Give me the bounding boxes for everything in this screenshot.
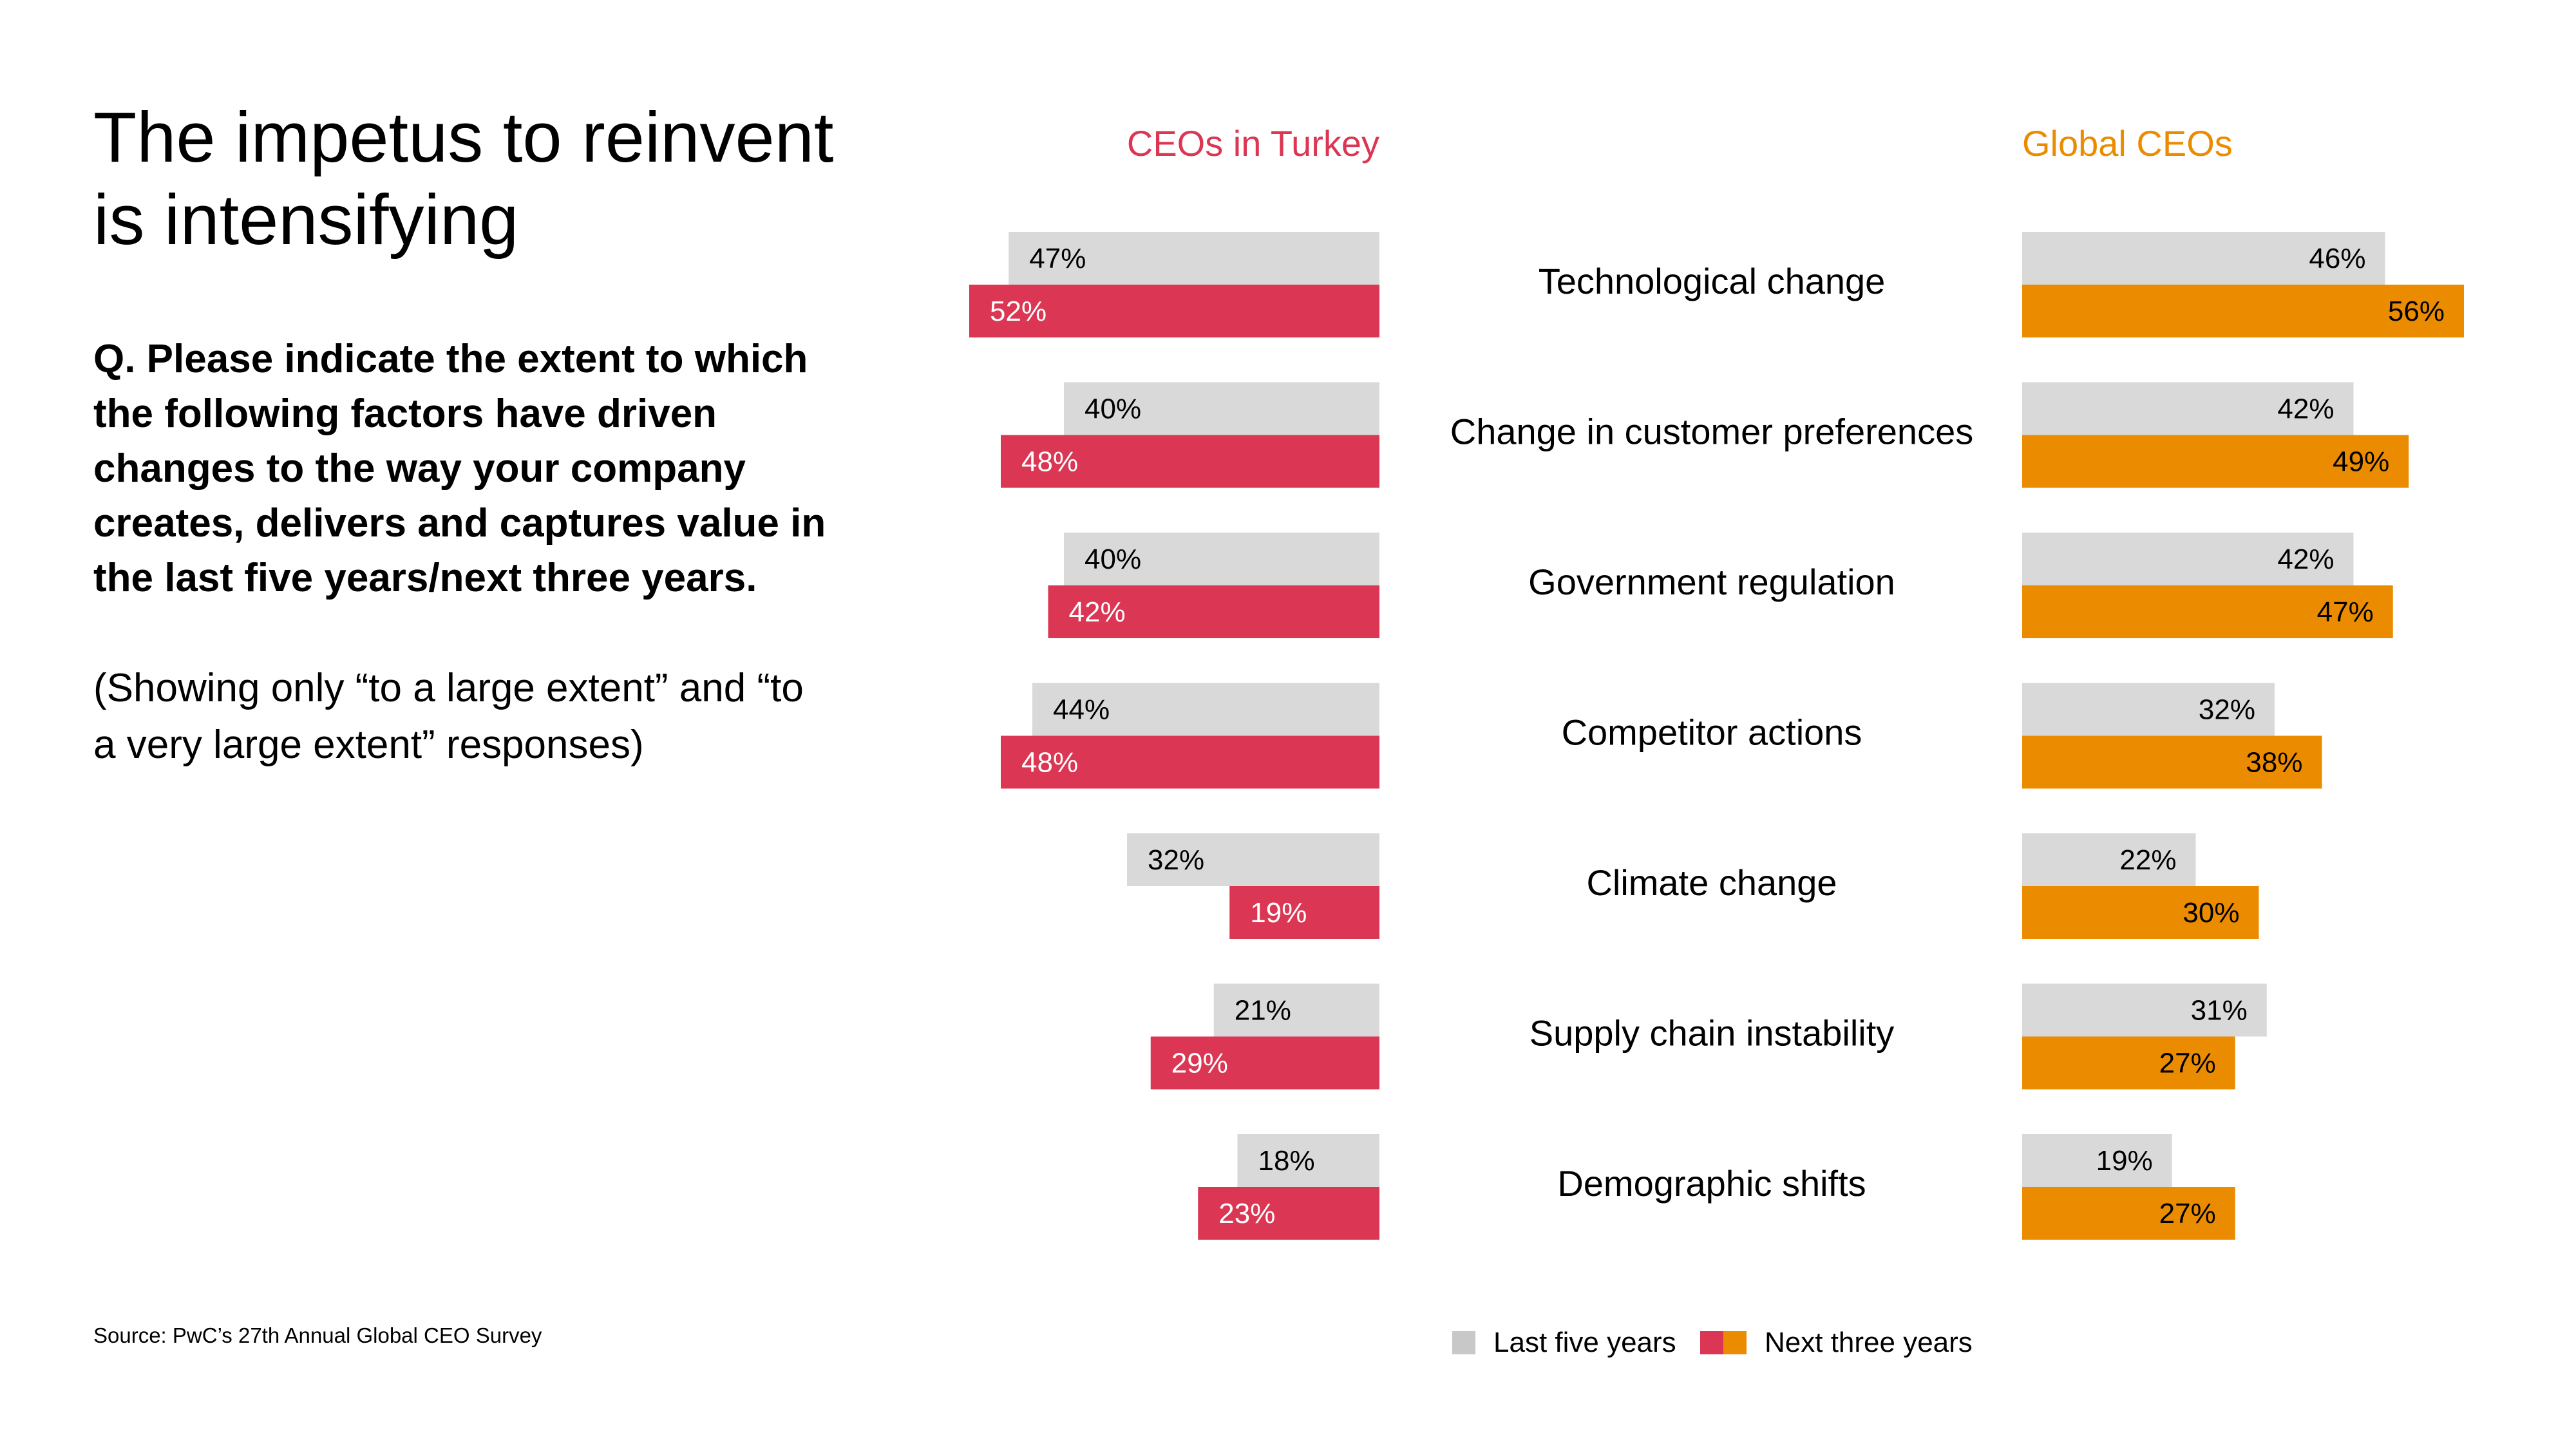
bar-global-next — [2022, 585, 2393, 638]
data-label-global-next: 27% — [2159, 1048, 2216, 1079]
data-label-global-next: 56% — [2388, 296, 2445, 327]
data-label-global-last: 32% — [2199, 694, 2255, 726]
category-label: Demographic shifts — [1557, 1163, 1866, 1204]
bar-turkey-next — [1198, 1187, 1379, 1240]
data-label-turkey-next: 48% — [1021, 446, 1078, 478]
bar-turkey-next — [1229, 886, 1379, 939]
panel-title-global: Global CEOs — [2022, 123, 2233, 164]
data-label-global-next: 27% — [2159, 1198, 2216, 1229]
data-label-turkey-last: 21% — [1235, 995, 1291, 1027]
data-label-turkey-next: 19% — [1250, 897, 1307, 929]
bar-global-next — [2022, 285, 2464, 337]
data-label-turkey-last: 40% — [1084, 544, 1141, 575]
bar-global-last — [2022, 683, 2275, 736]
data-label-turkey-next: 23% — [1218, 1198, 1275, 1229]
source-note: Source: PwC’s 27th Annual Global CEO Sur… — [93, 1323, 542, 1347]
data-label-global-last: 42% — [2277, 544, 2334, 575]
data-label-turkey-last: 18% — [1258, 1145, 1315, 1177]
bar-global-last — [2022, 833, 2196, 886]
data-label-global-last: 22% — [2119, 844, 2176, 876]
page-title: The impetus to reinvent is intensifying — [93, 98, 834, 260]
bar-turkey-next — [1001, 435, 1379, 488]
bar-turkey-last — [1064, 382, 1379, 435]
data-label-global-last: 19% — [2096, 1145, 2153, 1177]
data-label-turkey-last: 40% — [1084, 393, 1141, 425]
category-label: Supply chain instability — [1530, 1013, 1895, 1054]
legend-label-last: Last five years — [1493, 1327, 1676, 1358]
data-label-turkey-last: 44% — [1053, 694, 1110, 726]
legend-label-next: Next three years — [1765, 1327, 1973, 1358]
response-note: (Showing only “to a large extent” and “t… — [93, 666, 804, 767]
bar-turkey-next — [969, 285, 1379, 337]
bar-turkey-next — [1150, 1036, 1379, 1090]
bar-global-next — [2022, 1187, 2235, 1240]
bar-global-last — [2022, 1134, 2172, 1187]
legend-next: Next three years — [1700, 1327, 1973, 1359]
data-label-global-last: 42% — [2277, 393, 2334, 425]
panel-title-turkey: CEOs in Turkey — [1127, 123, 1379, 164]
bar-global-next — [2022, 735, 2322, 789]
category-label: Climate change — [1586, 862, 1837, 903]
bar-global-next — [2022, 1036, 2235, 1090]
data-label-turkey-last: 32% — [1148, 844, 1204, 876]
data-label-turkey-last: 47% — [1029, 243, 1086, 274]
bar-global-next — [2022, 886, 2259, 939]
bar-turkey-last — [1127, 833, 1379, 886]
category-label: Competitor actions — [1562, 712, 1862, 753]
data-label-turkey-next: 42% — [1069, 596, 1126, 628]
bar-turkey-last — [1032, 683, 1379, 736]
legend: Last five years — [1452, 1327, 1676, 1359]
category-label: Change in customer preferences — [1450, 412, 1973, 452]
bar-turkey-next — [1048, 585, 1379, 638]
survey-question: Q. Please indicate the extent to which t… — [93, 337, 826, 600]
category-label: Government regulation — [1528, 562, 1895, 602]
bar-turkey-last — [1009, 232, 1379, 285]
data-label-global-next: 38% — [2246, 747, 2302, 779]
bar-global-last — [2022, 232, 2385, 285]
data-label-turkey-next: 29% — [1171, 1048, 1228, 1079]
bar-global-next — [2022, 435, 2409, 488]
bar-global-last — [2022, 382, 2354, 435]
data-label-global-next: 30% — [2183, 897, 2239, 929]
legend-swatch-next-turkey — [1700, 1331, 1723, 1354]
bar-global-last — [2022, 983, 2267, 1037]
data-label-global-next: 49% — [2333, 446, 2389, 478]
legend-swatch-next-global — [1723, 1331, 1747, 1354]
bar-turkey-last — [1064, 533, 1379, 585]
category-label: Technological change — [1539, 261, 1886, 301]
bar-turkey-last — [1237, 1134, 1379, 1187]
data-label-global-last: 31% — [2191, 995, 2248, 1027]
bar-turkey-next — [1001, 735, 1379, 789]
bar-turkey-last — [1213, 983, 1379, 1037]
data-label-turkey-next: 48% — [1021, 747, 1078, 779]
data-label-global-last: 46% — [2309, 243, 2365, 274]
data-label-global-next: 47% — [2317, 596, 2374, 628]
bar-global-last — [2022, 533, 2354, 585]
legend-swatch-last — [1452, 1331, 1475, 1354]
data-label-turkey-next: 52% — [990, 296, 1046, 327]
